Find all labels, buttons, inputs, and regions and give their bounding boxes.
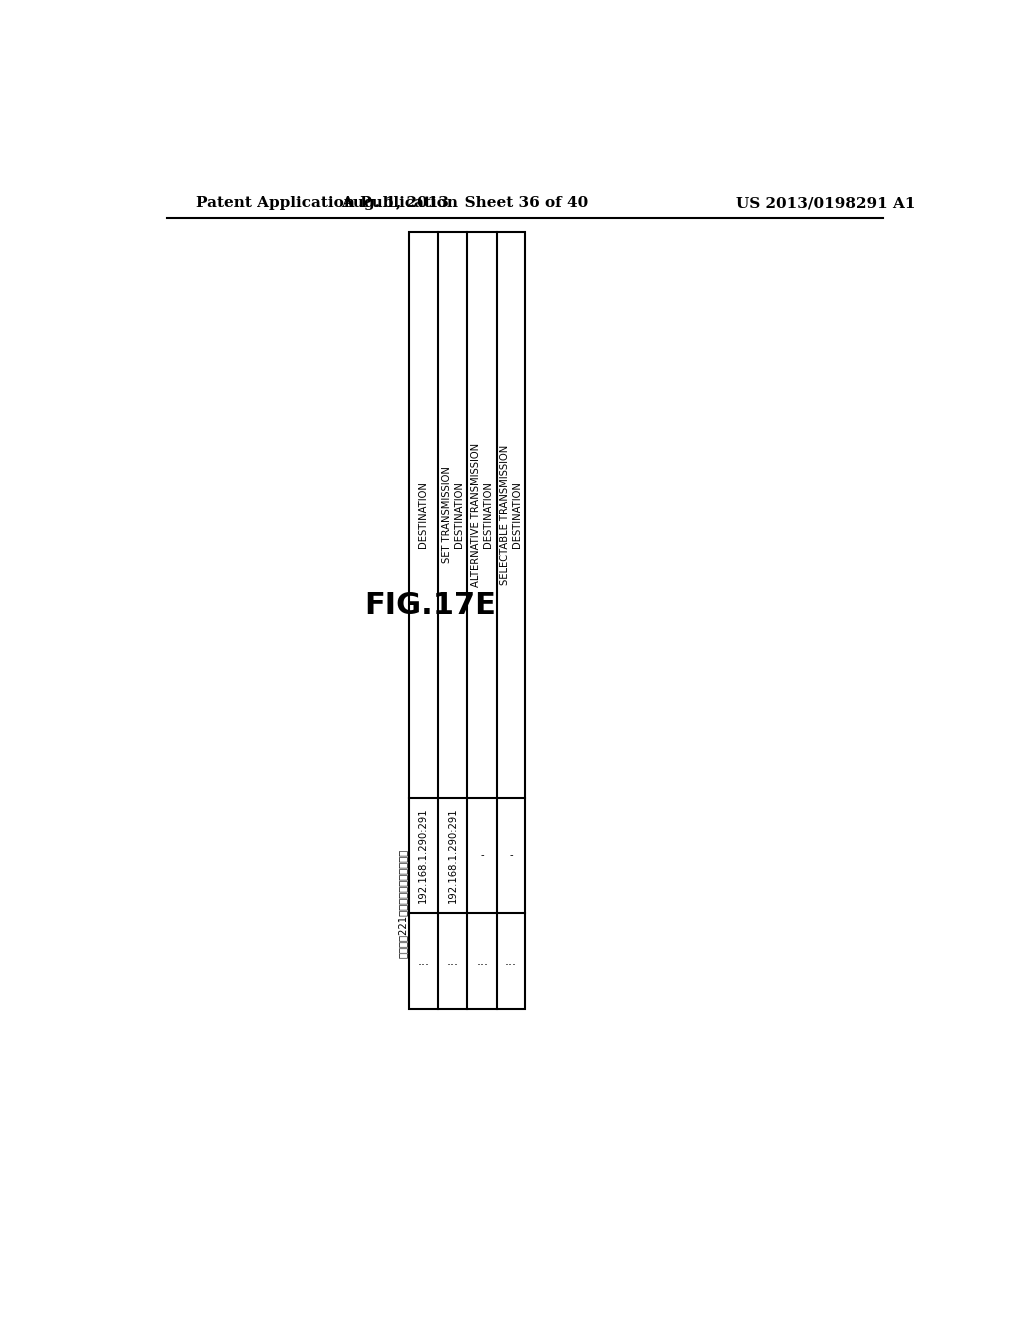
Text: SELECTABLE TRANSMISSION
DESTINATION: SELECTABLE TRANSMISSION DESTINATION — [500, 445, 521, 585]
Text: 192.168.1.290:291: 192.168.1.290:291 — [447, 808, 458, 903]
Text: ...: ... — [417, 954, 429, 968]
Text: US 2013/0198291 A1: US 2013/0198291 A1 — [736, 197, 915, 210]
Text: DESTINATION: DESTINATION — [418, 480, 428, 548]
Text: Patent Application Publication: Patent Application Publication — [197, 197, 458, 210]
Bar — [409, 231, 524, 1010]
Text: Aug. 1, 2013   Sheet 36 of 40: Aug. 1, 2013 Sheet 36 of 40 — [341, 197, 589, 210]
Text: 192.168.1.290:291: 192.168.1.290:291 — [418, 808, 428, 903]
Text: -: - — [480, 850, 484, 861]
Text: ...: ... — [505, 954, 517, 968]
Text: コレクタ221のルーティングテーブル: コレクタ221のルーティングテーブル — [397, 849, 408, 958]
Text: ALTERNATIVE TRANSMISSION
DESTINATION: ALTERNATIVE TRANSMISSION DESTINATION — [471, 442, 493, 586]
Text: ...: ... — [476, 954, 488, 968]
Text: -: - — [509, 850, 513, 861]
Text: FIG.17E: FIG.17E — [365, 590, 497, 619]
Text: SET TRANSMISSION
DESTINATION: SET TRANSMISSION DESTINATION — [442, 466, 464, 562]
Text: ...: ... — [446, 954, 459, 968]
